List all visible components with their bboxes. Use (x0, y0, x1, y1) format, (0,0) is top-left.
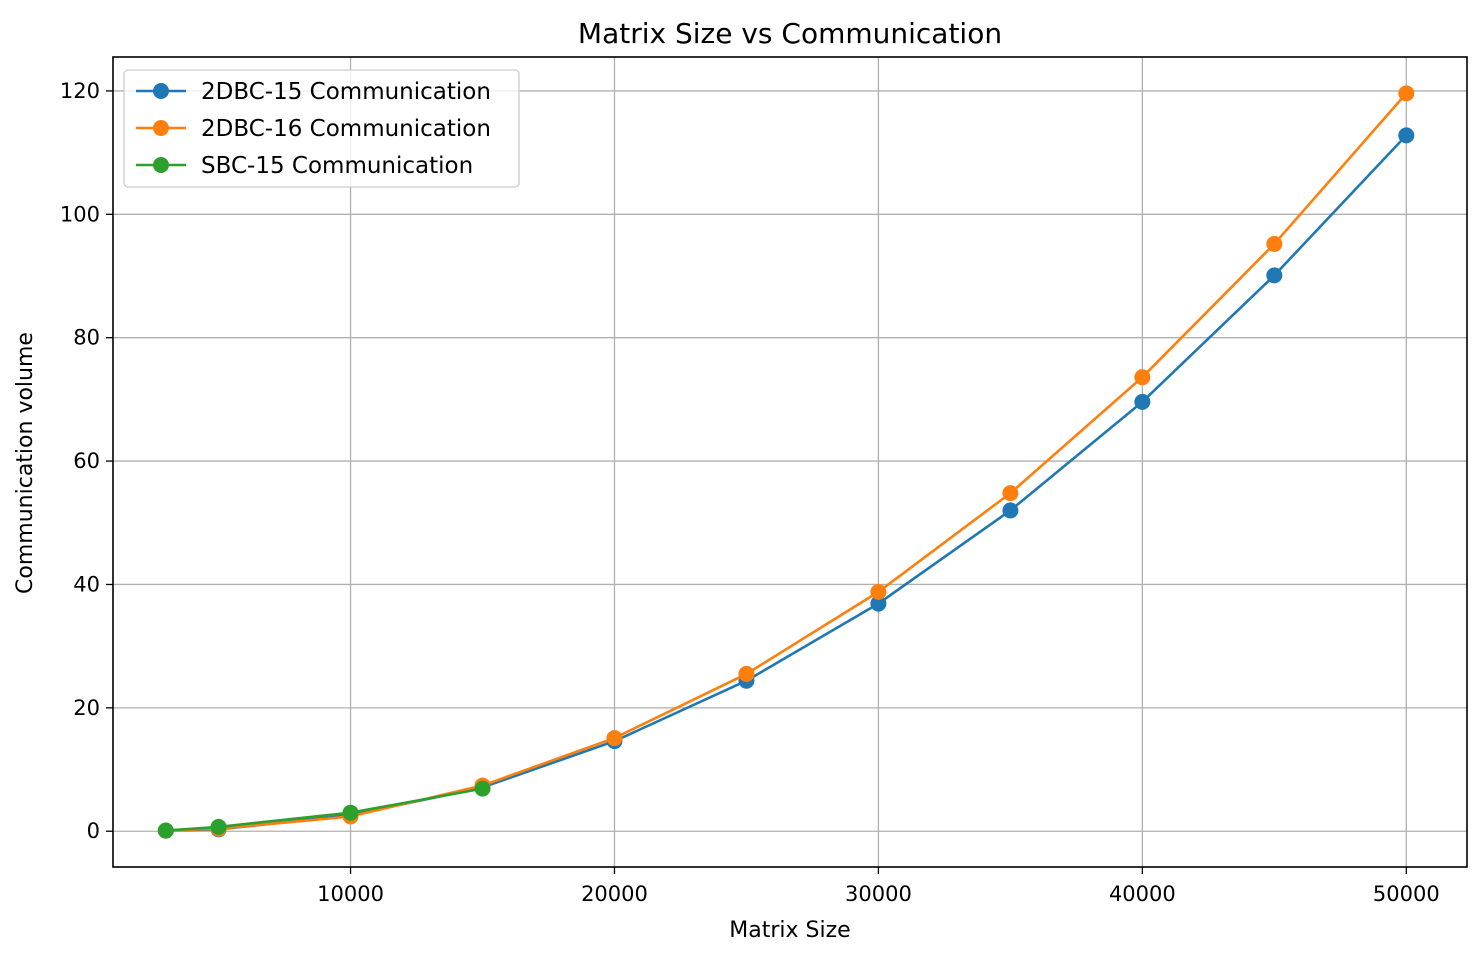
x-tick-label: 30000 (845, 882, 912, 906)
data-point (606, 730, 623, 747)
data-point (738, 665, 755, 682)
y-axis-label: Communication volume (13, 332, 38, 594)
legend: 2DBC-15 Communication 2DBC-16 Communicati… (123, 69, 520, 188)
data-point (1398, 85, 1415, 102)
legend-item: SBC-15 Communication (136, 153, 473, 179)
series-line (165, 787, 483, 832)
legend-marker-swatch (153, 120, 169, 136)
series-line (165, 134, 1408, 832)
y-tick-label: 100 (60, 202, 100, 226)
x-tick-label: 10000 (317, 882, 384, 906)
data-point (1134, 393, 1151, 410)
series-2 (157, 85, 1415, 839)
data-point (1002, 485, 1019, 502)
tick-layer: 10000 20000 30000 40000 50000 0 20 40 60 80 100 120 (60, 79, 1440, 906)
series-1 (157, 127, 1415, 839)
axes-frame (112, 56, 1468, 868)
data-point (1134, 369, 1151, 386)
legend-item: 2DBC-16 Communication (136, 116, 491, 142)
data-point (342, 804, 359, 821)
legend-label: SBC-15 Communication (201, 153, 473, 179)
data-point (1002, 502, 1019, 519)
legend-marker-swatch (153, 83, 169, 99)
legend-label: 2DBC-16 Communication (201, 116, 491, 142)
data-point (1266, 267, 1283, 284)
x-tick-label: 40000 (1109, 882, 1176, 906)
x-tick-label: 20000 (581, 882, 648, 906)
data-point (1266, 235, 1283, 252)
data-point (157, 822, 174, 839)
y-tick-label: 120 (60, 79, 100, 103)
legend-label: 2DBC-15 Communication (201, 79, 491, 105)
y-tick-label: 40 (73, 572, 100, 596)
x-axis-label: Matrix Size (729, 918, 850, 943)
y-tick-label: 0 (87, 819, 100, 843)
data-point (474, 780, 491, 797)
data-point (870, 583, 887, 600)
legend-box (123, 69, 520, 188)
y-tick-label: 80 (73, 326, 100, 350)
y-tick-label: 60 (73, 449, 100, 473)
data-point (210, 818, 227, 835)
series-line (165, 92, 1408, 832)
y-tick-label: 20 (73, 696, 100, 720)
x-tick-label: 50000 (1373, 882, 1440, 906)
chart-title: Matrix Size vs Communication (578, 17, 1002, 50)
series-3 (157, 780, 491, 839)
data-point (1398, 127, 1415, 144)
legend-marker-swatch (153, 157, 169, 173)
series-layer (157, 85, 1415, 839)
data-point (870, 595, 887, 612)
legend-item: 2DBC-15 Communication (136, 79, 491, 105)
